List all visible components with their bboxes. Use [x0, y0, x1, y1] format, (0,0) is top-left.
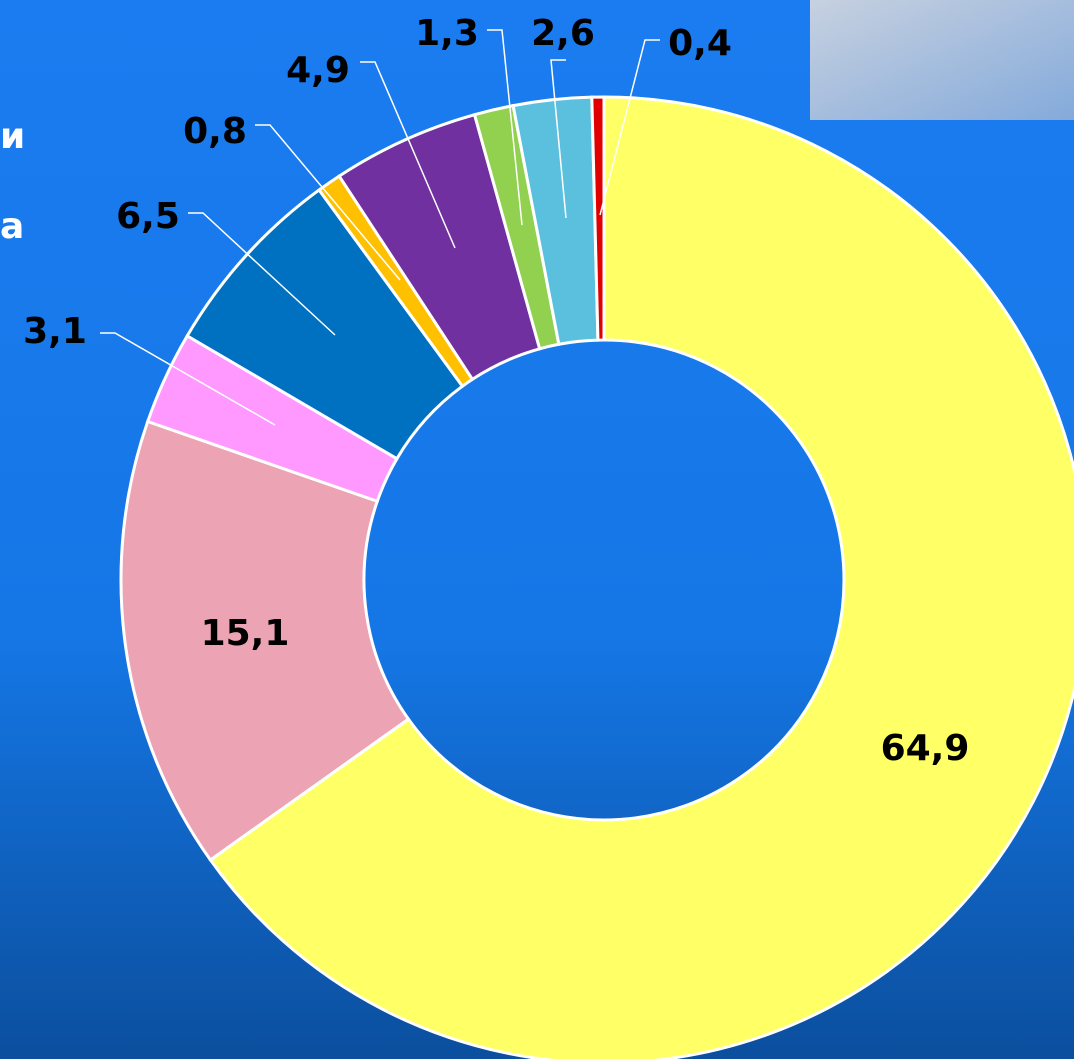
- data-label: 0,4: [668, 23, 732, 64]
- data-label: 6,5: [116, 196, 180, 237]
- annotation: а: [0, 206, 24, 247]
- data-label: 4,9: [286, 50, 350, 91]
- annotation: и: [0, 116, 25, 157]
- page: и а 64,915,13,16,50,84,91,32,60,4 (() =>…: [0, 0, 1074, 1059]
- data-label: 15,1: [201, 613, 290, 654]
- data-label: 0,8: [183, 111, 247, 152]
- data-label: 3,1: [23, 311, 87, 352]
- data-label: 1,3: [415, 13, 479, 54]
- data-label: 2,6: [531, 13, 595, 54]
- data-label: 64,9: [881, 728, 970, 769]
- background-photo: [810, 0, 1074, 120]
- chart: и а 64,9 15,1 3,1 6,5 0,8 4,9 1,3 2,6 0,4: [0, 0, 1074, 1059]
